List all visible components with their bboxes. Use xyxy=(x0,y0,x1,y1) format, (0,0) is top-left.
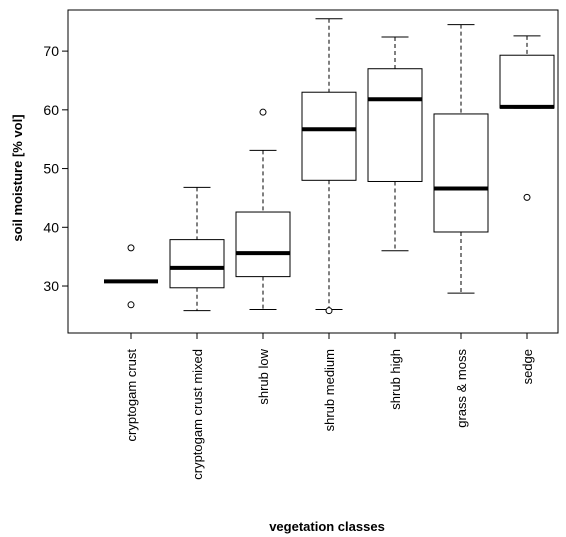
x-axis-title: vegetation classes xyxy=(269,519,385,534)
y-tick-label: 70 xyxy=(43,43,59,59)
x-tick-label: sedge xyxy=(520,349,535,384)
iqr-box xyxy=(433,113,489,233)
outlier-point xyxy=(127,244,135,252)
x-tick-label: shrub medium xyxy=(322,349,337,431)
x-tick-label: cryptogam crust mixed xyxy=(190,349,205,480)
x-tick-label: shrub high xyxy=(388,349,403,410)
iqr-box xyxy=(169,239,225,289)
y-tick-label: 60 xyxy=(43,102,59,118)
x-tick-label: grass & moss xyxy=(454,349,469,428)
iqr-box xyxy=(499,54,555,109)
y-axis-title: soil moisture [% vol] xyxy=(10,114,25,241)
outlier-point xyxy=(523,193,531,201)
outlier-point xyxy=(259,108,267,116)
y-tick-label: 30 xyxy=(43,278,59,294)
x-tick-label: shrub low xyxy=(256,348,271,404)
plot-area: 30 40 50 60 70 cryptogam crust cryptogam crust… xyxy=(43,9,559,480)
y-tick-label: 40 xyxy=(43,219,59,235)
y-tick-label: 50 xyxy=(43,161,59,177)
iqr-box xyxy=(301,91,357,181)
outlier-point xyxy=(325,307,333,315)
outlier-point xyxy=(127,301,135,309)
x-tick-label: cryptogam crust xyxy=(124,349,139,442)
plot-frame xyxy=(67,9,559,334)
iqr-box xyxy=(367,68,423,182)
iqr-box xyxy=(235,211,291,278)
